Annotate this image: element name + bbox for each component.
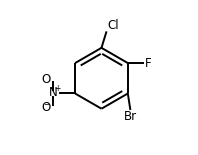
- Text: Cl: Cl: [108, 19, 119, 32]
- Text: N: N: [49, 86, 57, 99]
- Text: O: O: [41, 101, 51, 114]
- Text: F: F: [145, 57, 151, 70]
- Text: O: O: [41, 73, 51, 86]
- Text: Br: Br: [124, 110, 137, 123]
- Text: −: −: [43, 100, 50, 109]
- Text: +: +: [55, 84, 61, 93]
